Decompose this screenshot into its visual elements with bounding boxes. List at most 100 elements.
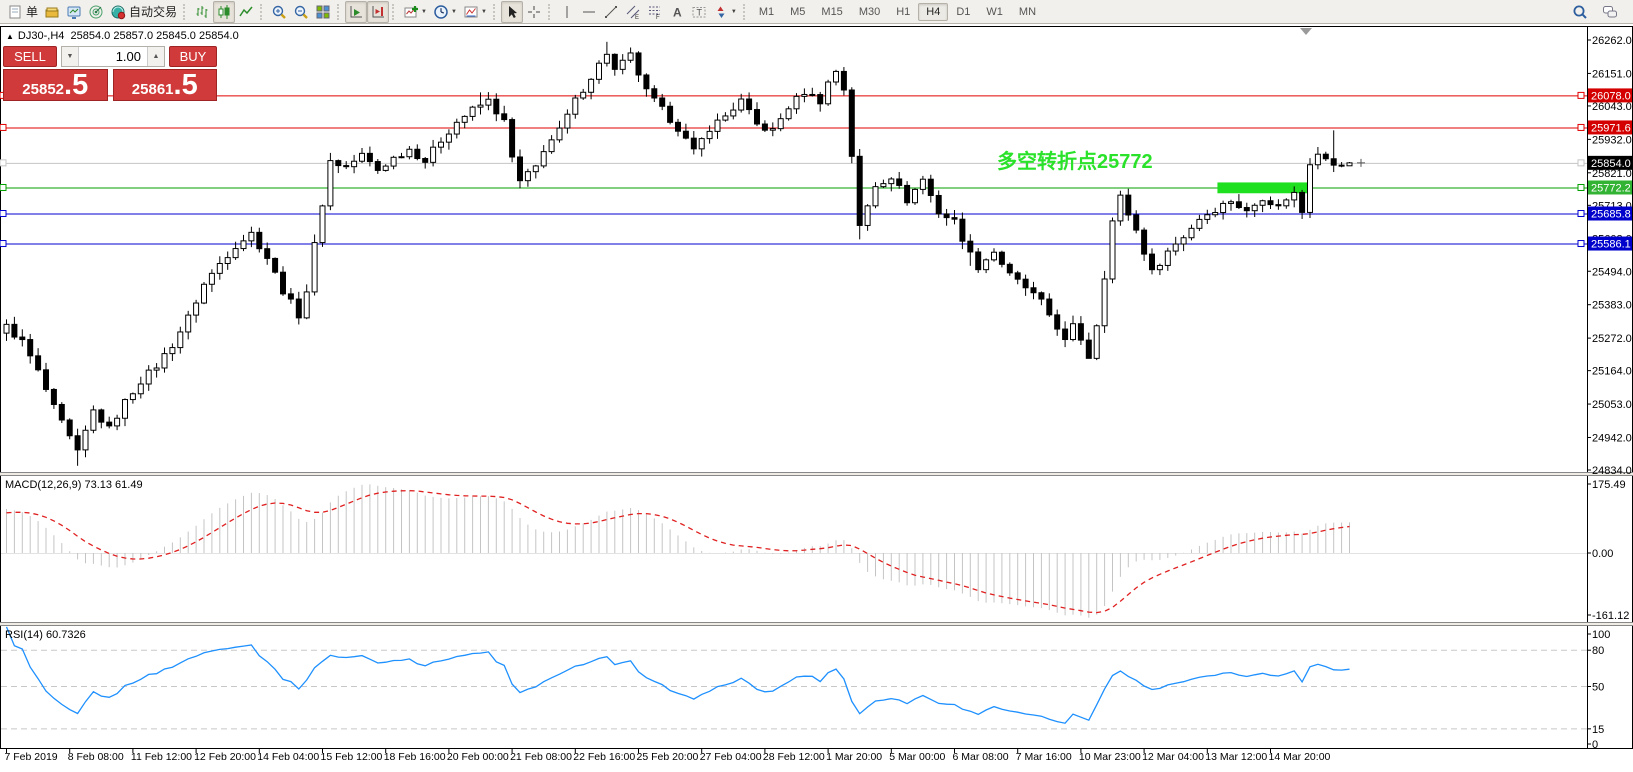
new-order-button[interactable]: 单 [4,1,41,23]
autotrading-button[interactable]: 自动交易 [107,1,180,23]
community-button[interactable] [1599,1,1621,23]
trade-panel-collapse-icon[interactable]: ▲ [6,32,14,41]
periods-button[interactable]: ▼ [430,1,460,23]
cursor-button[interactable] [500,0,523,23]
zoom-in-icon [271,4,287,20]
highlight-rectangle[interactable] [1217,182,1312,194]
time-tick-label: 18 Feb 16:00 [384,751,446,763]
text-button[interactable]: A [666,1,688,23]
tf-m5[interactable]: M5 [790,5,806,18]
zoom-out-button[interactable] [290,1,312,23]
sell-price-display[interactable]: 25852.5 [3,69,108,101]
bar-chart-button[interactable] [191,1,213,23]
horizontal-line-icon [581,4,597,20]
chevron-down-icon[interactable]: ▼ [480,8,487,15]
chart-window-button[interactable] [63,1,85,23]
level-handle[interactable] [0,240,7,248]
chevron-down-icon[interactable]: ▼ [450,8,457,15]
price-tick-label: 24834.0 [1592,465,1632,477]
market-watch-button[interactable] [41,1,63,23]
chevron-down-icon[interactable]: ▼ [421,8,427,15]
tf-h4[interactable]: H4 [918,2,949,21]
candle [975,251,982,271]
search-icon [1572,4,1588,20]
volume-increase-button[interactable]: ▲ [147,47,164,66]
candle [66,419,73,437]
tf-h1[interactable]: H1 [896,5,911,18]
zoom-in-button[interactable] [268,1,290,23]
level-handle[interactable] [1577,240,1585,248]
volume-decrease-button[interactable]: ▼ [62,47,79,66]
level-handle[interactable] [0,123,7,131]
candle [1149,253,1155,271]
templates-button[interactable]: ▼ [460,1,490,23]
time-tick-label: 14 Feb 04:00 [257,751,319,763]
candle [1338,164,1345,167]
price-badge [1588,88,1632,103]
auto-scroll-button[interactable] [345,0,368,23]
chevron-down-icon[interactable]: ▼ [730,8,737,15]
candle [74,435,81,451]
macd-axis-label: 0.00 [1592,548,1613,560]
candle [1307,164,1313,213]
trendline-button[interactable] [600,1,622,23]
svg-text:E: E [635,15,639,20]
candlestick-chart-button[interactable] [213,0,236,23]
signals-button[interactable] [85,1,107,23]
level-handle[interactable] [1577,210,1585,218]
candle [137,383,144,395]
indicators-button[interactable]: ▼ [400,1,430,23]
level-handle[interactable] [1577,91,1585,99]
price-axis[interactable]: 26262.026151.026043.025932.025821.025713… [1587,35,1632,477]
new-order-icon [7,4,23,20]
crosshair-button[interactable] [523,1,545,23]
label-button[interactable]: T [688,1,710,23]
candle [319,205,326,244]
tf-mn[interactable]: MN [1018,5,1037,18]
candle [1243,207,1250,212]
candle [840,70,847,91]
level-handle[interactable] [1577,183,1585,191]
chart-shift-button[interactable] [367,0,390,23]
level-handle[interactable] [1577,123,1585,131]
pane-divider[interactable] [0,622,1633,626]
chart-canvas[interactable]: 多空转折点25772 26262.026151.026043.025932.025… [0,24,1633,772]
tile-windows-button[interactable] [312,1,334,23]
candle [943,213,950,219]
price-badge-label: 26078.0 [1591,90,1631,102]
volume-input[interactable]: 1.00 [115,49,141,64]
candle [461,115,468,123]
arrows-button[interactable]: ▼ [710,1,740,23]
candle [904,184,911,204]
channel-button[interactable]: E [622,1,644,23]
horizontal-line-button[interactable] [578,1,600,23]
tf-d1[interactable]: D1 [956,5,971,18]
sell-button[interactable]: SELL [3,46,57,67]
candle [1022,278,1029,289]
level-handle[interactable] [1577,159,1585,167]
toolbar-group-zoom [257,0,334,24]
buy-button[interactable]: BUY [169,46,217,67]
line-chart-button[interactable] [235,1,257,23]
search-button[interactable] [1569,1,1591,23]
fibonacci-button[interactable]: F [644,1,666,23]
tf-m15[interactable]: M15 [821,5,843,18]
time-axis[interactable]: 7 Feb 2019 8 Feb 08:00 11 Feb 12:00 12 Feb … [5,749,1331,763]
level-handle[interactable] [0,210,7,218]
candle [643,74,650,90]
candle [682,130,689,139]
tf-m30[interactable]: M30 [858,5,881,18]
buy-price-main: 25861 [131,81,174,98]
chart-shift-marker[interactable] [1300,28,1312,35]
tf-w1[interactable]: W1 [986,5,1003,18]
time-tick-label: 11 Feb 12:00 [131,751,192,763]
pane-divider[interactable] [0,472,1633,476]
tf-m1[interactable]: M1 [758,5,775,18]
buy-price-display[interactable]: 25861.5 [112,69,217,101]
chart-annotation-text[interactable]: 多空转折点25772 [997,149,1153,173]
candle [1030,287,1037,294]
candle [1235,201,1242,209]
vertical-line-button[interactable] [556,1,578,23]
level-handle[interactable] [0,183,7,191]
level-handle[interactable] [0,159,7,167]
